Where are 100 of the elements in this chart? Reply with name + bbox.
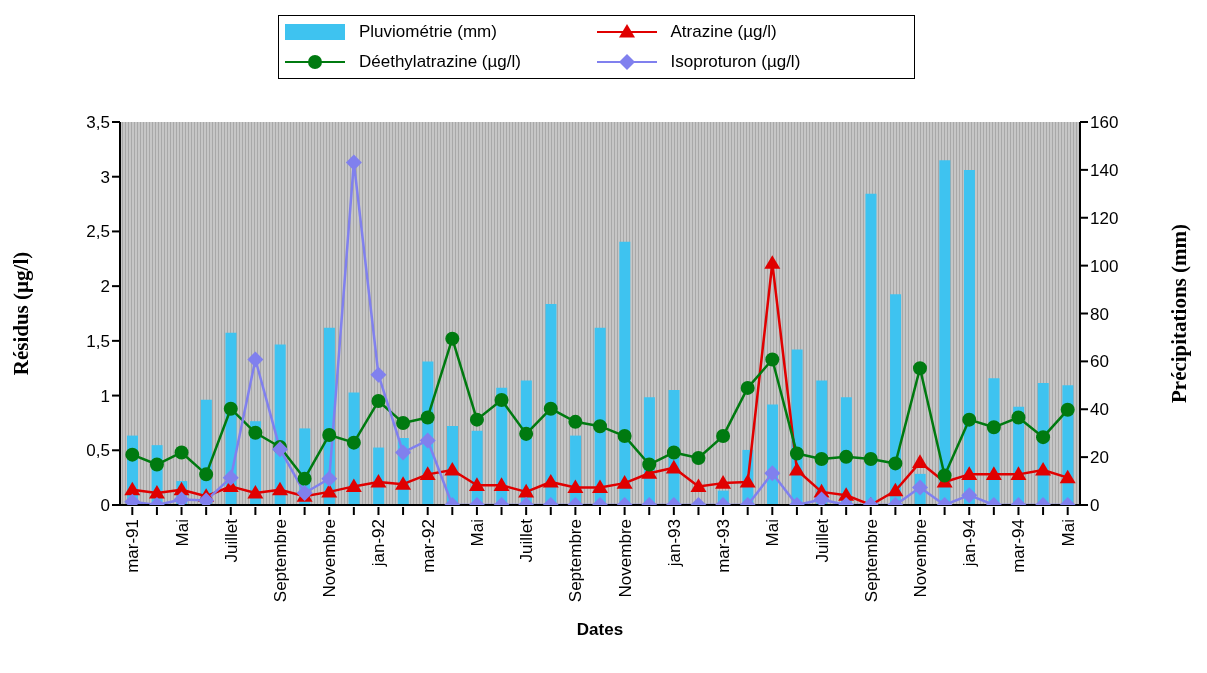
legend-label: Isoproturon (µg/l) <box>670 52 801 72</box>
point <box>322 427 337 442</box>
point <box>863 452 878 467</box>
point <box>222 469 239 486</box>
point <box>321 470 338 487</box>
y-axis-title: Résidus (µg/l) <box>9 251 33 376</box>
bar <box>939 160 951 505</box>
point <box>371 394 386 409</box>
x-tick-label: mar-92 <box>418 519 438 573</box>
point <box>223 401 238 416</box>
point <box>986 420 1001 435</box>
point <box>346 435 361 450</box>
point <box>148 484 165 499</box>
point <box>814 452 829 467</box>
y2-tick-label: 40 <box>1090 400 1109 420</box>
x-tick-label: mar-91 <box>123 519 143 573</box>
point <box>444 461 461 476</box>
x-tick-label: jan-92 <box>369 519 389 568</box>
point <box>395 444 412 461</box>
x-tick-label: Juillet <box>517 518 537 563</box>
point <box>568 414 583 429</box>
point <box>616 475 633 489</box>
y-tick-label: 1 <box>100 386 110 406</box>
point <box>396 415 411 430</box>
point <box>272 441 288 458</box>
point <box>420 410 435 425</box>
y-tick-label: 3 <box>100 167 110 187</box>
y-tick-label: 1,5 <box>86 331 110 351</box>
y2-tick-label: 140 <box>1090 160 1119 180</box>
y2-tick-label: 0 <box>1090 496 1100 516</box>
point <box>419 466 436 480</box>
x-tick-label: jan-93 <box>664 519 684 568</box>
point <box>617 429 632 444</box>
point <box>765 352 780 367</box>
point <box>887 482 904 497</box>
point <box>691 450 706 465</box>
point <box>593 419 607 434</box>
point <box>961 487 978 504</box>
x-tick-label: Juillet <box>221 518 241 563</box>
point <box>125 447 140 462</box>
point <box>1010 466 1027 480</box>
point <box>739 474 756 488</box>
point <box>518 483 535 498</box>
point <box>543 401 558 416</box>
x-tick-label: mar-94 <box>1009 519 1029 573</box>
point <box>296 484 313 501</box>
point <box>199 467 214 482</box>
point <box>445 331 460 346</box>
x-tick-label: jan-94 <box>960 519 980 568</box>
point <box>642 457 657 472</box>
point <box>247 484 264 499</box>
point <box>468 477 485 491</box>
point <box>395 476 412 490</box>
point <box>764 465 781 482</box>
x-tick-label: mar-93 <box>714 519 734 573</box>
point <box>813 491 830 505</box>
point <box>370 474 387 488</box>
y-tick-label: 2 <box>100 277 110 297</box>
x-tick-label: Mai <box>1058 519 1078 547</box>
x-tick-label: Novembre <box>911 519 930 598</box>
y-tick-label: 0 <box>100 496 110 516</box>
y2-tick-label: 60 <box>1090 352 1109 372</box>
point <box>173 491 190 505</box>
point <box>469 412 484 427</box>
point <box>519 426 534 441</box>
point <box>937 468 952 483</box>
point <box>542 474 559 488</box>
x-tick-label: Septembre <box>566 519 586 603</box>
point <box>961 466 978 480</box>
x-tick-label: Novembre <box>320 519 340 598</box>
point <box>715 475 732 489</box>
point <box>297 471 312 486</box>
x-tick-label: Juillet <box>812 518 832 563</box>
point <box>912 454 928 468</box>
y2-tick-label: 80 <box>1090 304 1109 324</box>
point <box>1036 430 1051 445</box>
point <box>370 366 387 383</box>
point <box>247 351 264 368</box>
point <box>1011 410 1026 425</box>
y-tick-label: 3,5 <box>86 113 110 133</box>
point <box>272 481 288 496</box>
point <box>690 478 707 492</box>
legend-label: Atrazine (µg/l) <box>670 22 777 42</box>
x-axis-title: Dates <box>576 620 624 639</box>
point <box>248 425 263 440</box>
y2-tick-label: 100 <box>1090 256 1119 276</box>
point <box>494 392 509 407</box>
y-tick-label: 2,5 <box>86 222 110 242</box>
point <box>1035 461 1052 476</box>
point <box>1060 402 1075 417</box>
point <box>592 479 608 494</box>
point <box>985 466 1002 480</box>
y2-tick-label: 120 <box>1090 208 1119 228</box>
legend-label: Pluviométrie (mm) <box>359 22 497 42</box>
y2-tick-label: 20 <box>1090 448 1109 468</box>
point <box>174 445 189 460</box>
x-tick-label: Mai <box>763 519 783 547</box>
point <box>1059 469 1076 484</box>
point <box>124 481 141 496</box>
point <box>789 446 804 461</box>
